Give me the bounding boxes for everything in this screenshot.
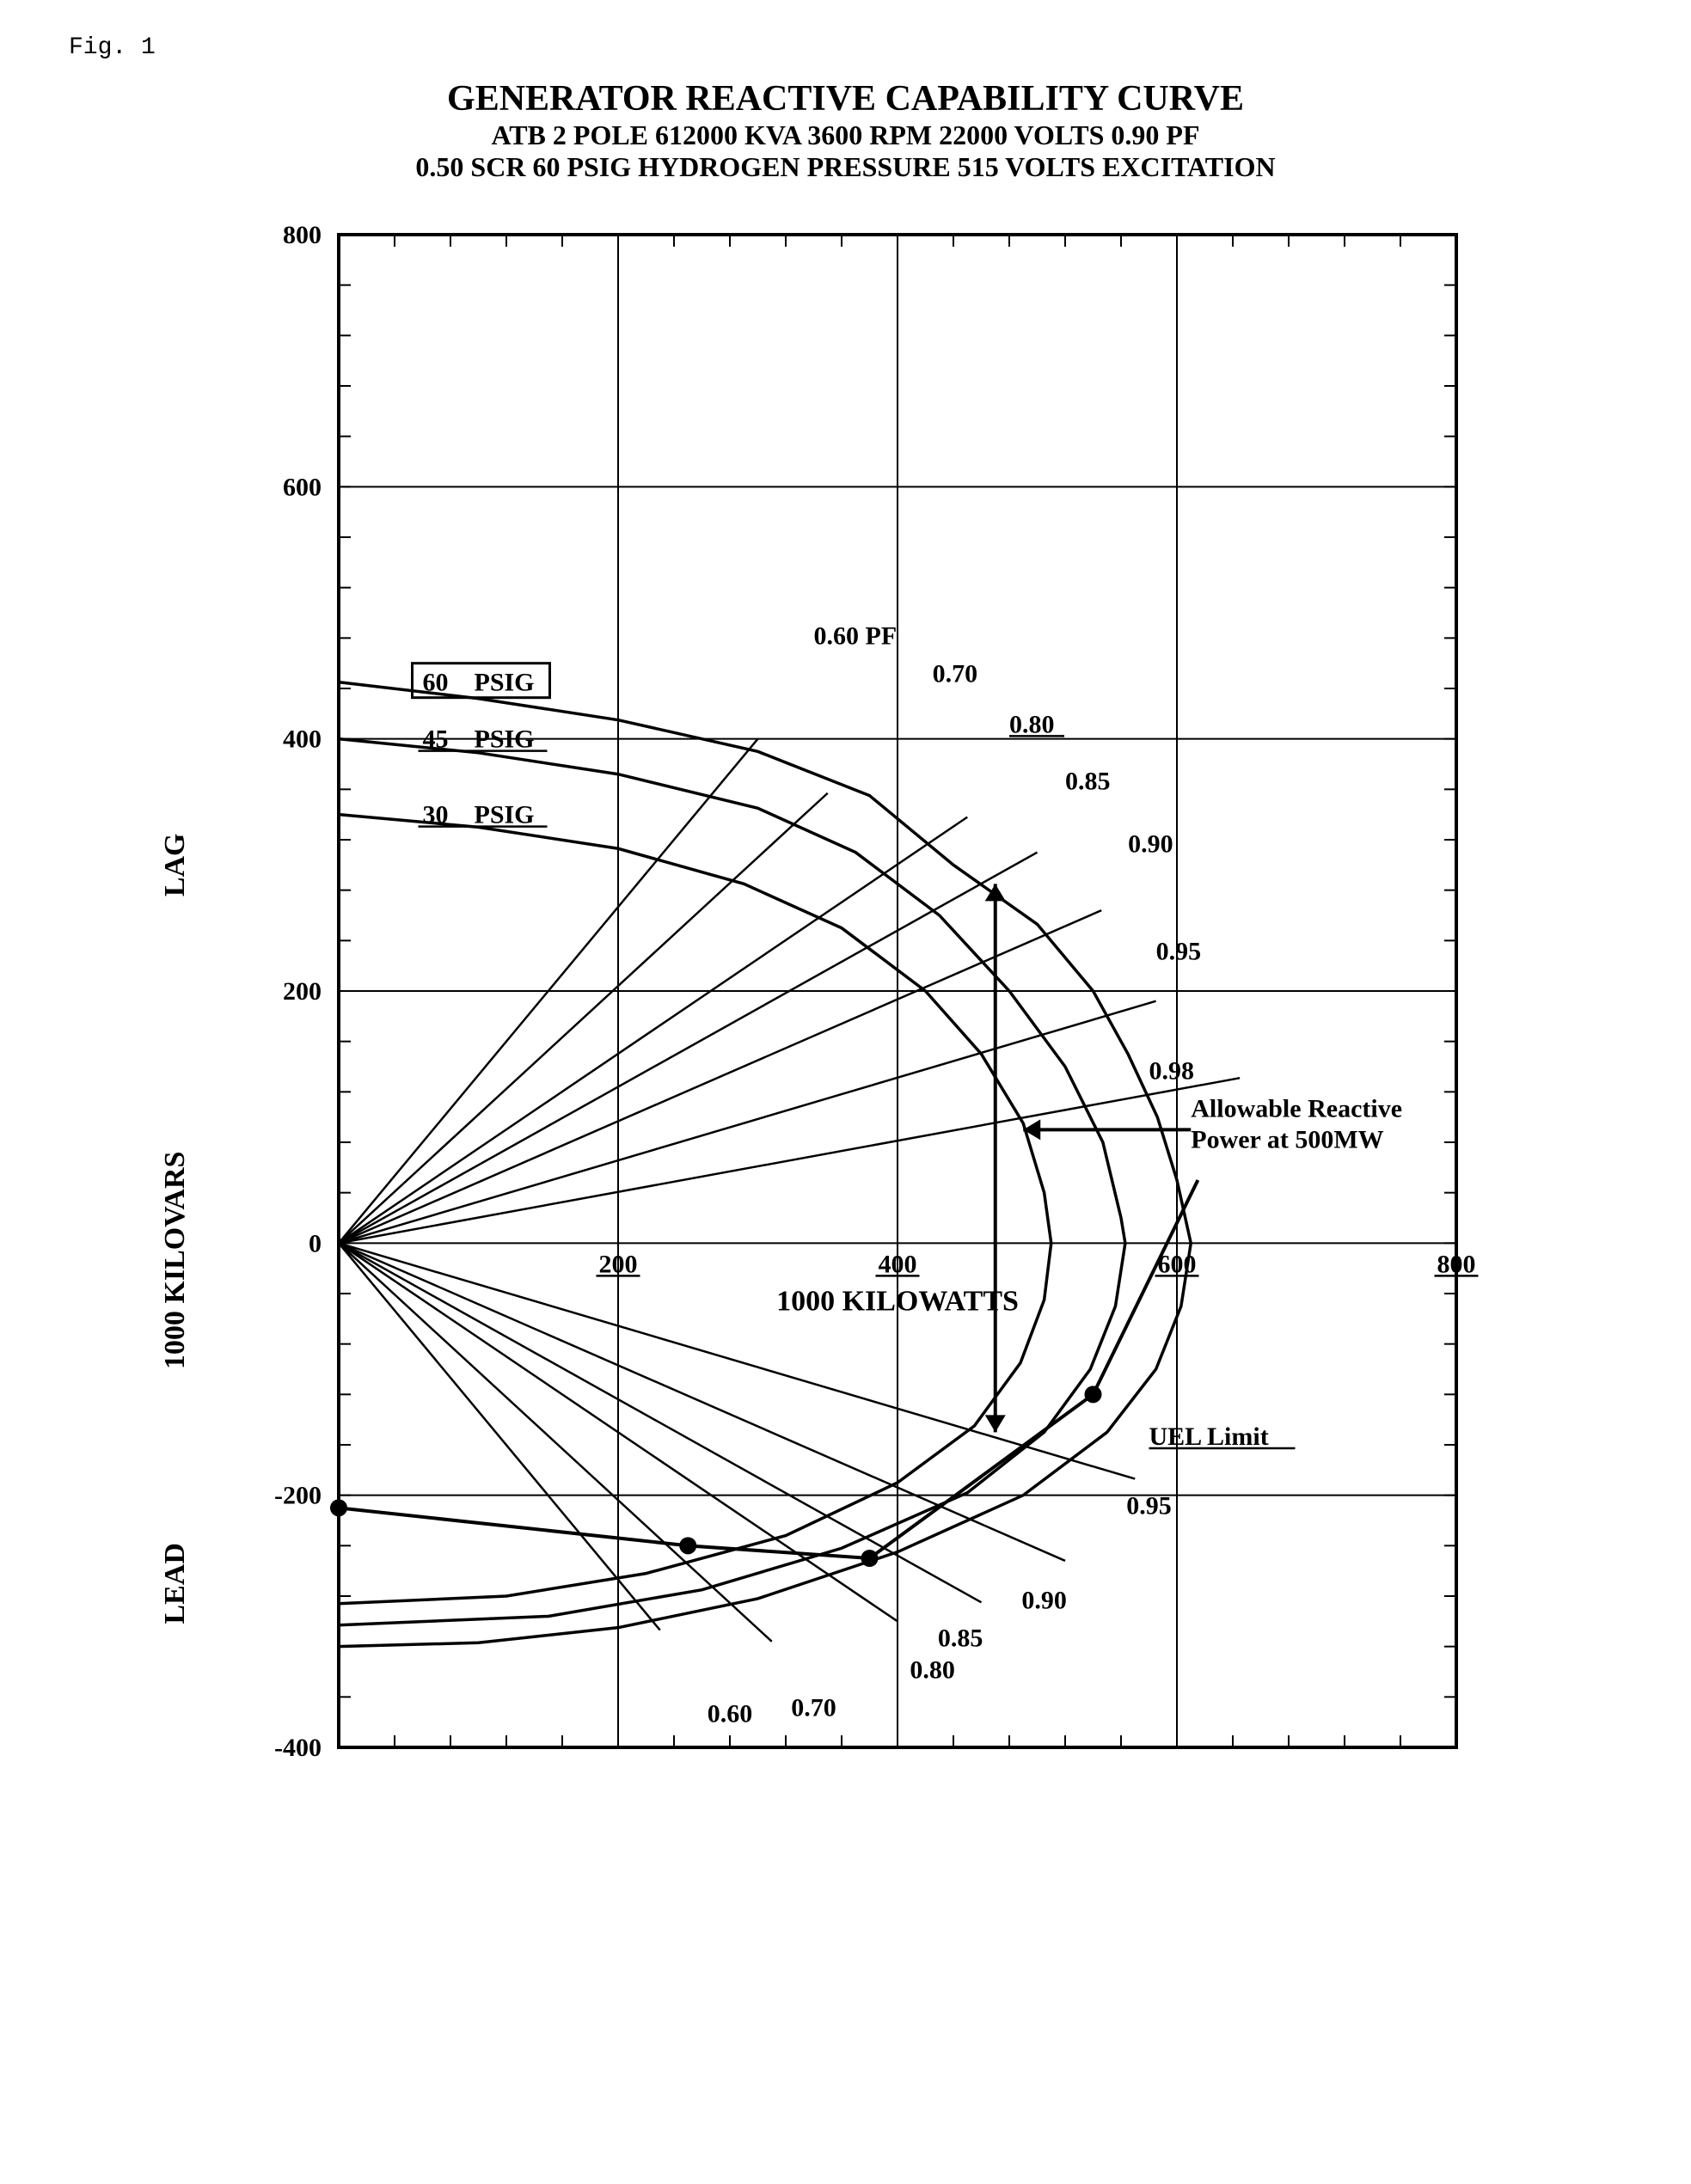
svg-text:0.95: 0.95 — [1126, 1492, 1172, 1520]
chart-title-main: GENERATOR REACTIVE CAPABILITY CURVE — [115, 78, 1577, 119]
svg-text:200: 200 — [283, 977, 322, 1006]
svg-text:0.70: 0.70 — [791, 1693, 836, 1722]
svg-text:0.70: 0.70 — [932, 660, 977, 688]
svg-text:400: 400 — [283, 725, 322, 754]
chart-title-block: GENERATOR REACTIVE CAPABILITY CURVE ATB … — [115, 78, 1577, 183]
svg-text:0.85: 0.85 — [1065, 767, 1111, 795]
svg-text:1000 KILOWATTS: 1000 KILOWATTS — [776, 1285, 1019, 1317]
svg-text:800: 800 — [283, 221, 322, 249]
svg-text:0.95: 0.95 — [1155, 937, 1201, 965]
svg-text:60: 60 — [422, 669, 448, 697]
svg-text:0.60: 0.60 — [707, 1700, 752, 1728]
svg-text:PSIG: PSIG — [474, 669, 534, 697]
svg-text:PSIG: PSIG — [474, 725, 534, 754]
chart-title-sub1: ATB 2 POLE 612000 KVA 3600 RPM 22000 VOL… — [115, 119, 1577, 151]
capability-chart: -400-20002004006008002004006008001000 KI… — [115, 183, 1577, 1816]
svg-text:-400: -400 — [274, 1734, 322, 1762]
svg-text:Allowable Reactive: Allowable Reactive — [1191, 1095, 1402, 1123]
svg-text:0.60 PF: 0.60 PF — [813, 622, 897, 651]
svg-text:0.90: 0.90 — [1128, 830, 1173, 859]
svg-text:LAG: LAG — [159, 833, 191, 896]
svg-text:200: 200 — [598, 1250, 637, 1278]
svg-text:Power at 500MW: Power at 500MW — [1191, 1126, 1383, 1154]
svg-text:0: 0 — [309, 1229, 322, 1257]
svg-text:-200: -200 — [274, 1482, 322, 1510]
svg-text:400: 400 — [878, 1250, 916, 1278]
svg-text:PSIG: PSIG — [474, 801, 534, 829]
svg-text:800: 800 — [1437, 1250, 1475, 1278]
svg-text:30: 30 — [422, 801, 448, 829]
svg-text:0.98: 0.98 — [1149, 1057, 1194, 1086]
svg-text:600: 600 — [283, 473, 322, 501]
svg-text:LEAD: LEAD — [159, 1543, 191, 1624]
svg-text:1000 KILOVARS: 1000 KILOVARS — [159, 1152, 191, 1370]
svg-text:45: 45 — [422, 725, 448, 754]
figure-label: Fig. 1 — [69, 34, 1657, 61]
svg-text:0.80: 0.80 — [910, 1655, 955, 1684]
svg-text:0.90: 0.90 — [1021, 1587, 1067, 1615]
svg-text:0.85: 0.85 — [937, 1624, 983, 1653]
svg-text:UEL Limit: UEL Limit — [1149, 1422, 1268, 1451]
svg-text:0.80: 0.80 — [1009, 710, 1055, 738]
chart-container: GENERATOR REACTIVE CAPABILITY CURVE ATB … — [115, 78, 1577, 1820]
chart-title-sub2: 0.50 SCR 60 PSIG HYDROGEN PRESSURE 515 V… — [115, 151, 1577, 183]
